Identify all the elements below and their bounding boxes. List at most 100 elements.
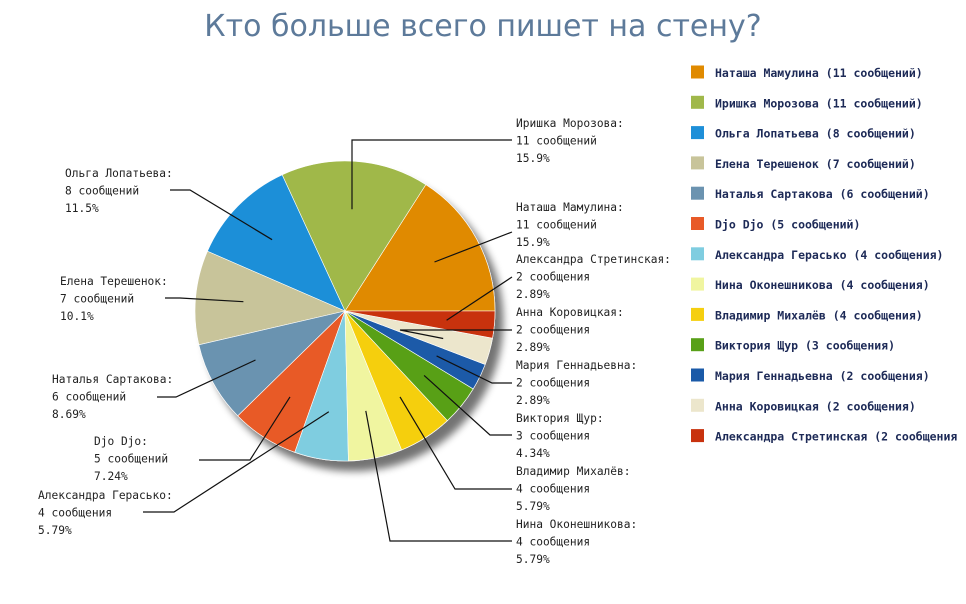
callout-labels: Наташа Мамулина: 11 сообщений 15.9%Иришка … — [38, 117, 671, 566]
slice-label: Александра Гераськo: 4 сообщения 5.79% — [38, 489, 173, 537]
slice-label-line: 6 сообщений — [52, 390, 126, 403]
slice-label-line: 2.89% — [516, 394, 550, 407]
slice-label-line: Нина Оконешникова: — [516, 518, 637, 531]
slice-label: Наташа Мамулина: 11 сообщений 15.9% — [516, 201, 624, 249]
slice-label-line: 4.34% — [516, 447, 550, 460]
legend-swatch — [691, 95, 704, 109]
slice-label-line: 3 сообщения — [516, 429, 590, 442]
slice-label-line: 15.9% — [516, 152, 550, 165]
slice-label-line: 2 сообщения — [516, 376, 590, 389]
slice-label-line: Наташа Мамулина: — [516, 201, 624, 214]
slice-label: Djo Djo: 5 сообщений 7.24% — [94, 435, 168, 483]
leader-line — [165, 297, 244, 303]
legend-entry: Наташа Мамулина (11 сообщений) — [715, 66, 923, 80]
leader-line — [143, 411, 330, 513]
slice-label-line: 11 сообщений — [516, 218, 597, 231]
legend-entry: Александра Стретинская (2 сообщения — [715, 430, 957, 444]
slice-label-line: 11 сообщений — [516, 134, 597, 147]
legend-swatch — [691, 338, 704, 352]
slice-label: Виктория Щур: 3 сообщения 4.34% — [516, 412, 604, 460]
slice-label-line: 4 сообщения — [516, 535, 590, 548]
legend-swatch — [691, 217, 704, 230]
legend-swatch — [691, 307, 704, 321]
slice-label-line: Владимир Михалёв: — [516, 465, 631, 478]
legend-entry: Нина Оконешникова (4 сообщения) — [715, 278, 930, 292]
slice-label-line: 10.1% — [60, 310, 94, 323]
legend-swatch — [691, 368, 704, 382]
slice-label-line: Александра Гераськo: — [38, 489, 173, 502]
legend-swatch — [691, 247, 704, 261]
legend-entry: Иришка Морозова (11 сообщений) — [715, 96, 923, 110]
slice-label: Александра Стретинская: 2 сообщения 2.89% — [516, 253, 671, 301]
leader-line — [399, 329, 512, 340]
slice-label-line: Наталья Сартакова: — [52, 373, 173, 386]
pie-slice — [281, 160, 427, 312]
slice-label: Иришка Морозова: 11 сообщений 15.9% — [516, 117, 624, 165]
slice-label: Владимир Михалёв: 4 сообщения 5.79% — [516, 465, 631, 513]
leader-line — [434, 231, 513, 263]
slice-label-line: 5.79% — [516, 553, 550, 566]
slice-label-line: 8 сообщений — [65, 184, 139, 197]
slice-label-line: 2 сообщения — [516, 323, 590, 336]
leader-line — [170, 189, 273, 241]
pie-slice — [207, 174, 346, 312]
legend-entry: Анна Коровицкая (2 сообщения) — [715, 399, 916, 413]
legend-entry: Djo Djo (5 сообщений) — [715, 218, 860, 232]
legend-entry: Наталья Сартакова (6 сообщений) — [715, 187, 930, 201]
slice-label: Нина Оконешникова: 4 сообщения 5.79% — [516, 518, 637, 566]
slice-label: Наталья Сартакова: 6 сообщений 8.69% — [52, 373, 173, 421]
slice-label-line: Анна Коровицкая: — [516, 306, 624, 319]
pie-slice — [198, 310, 346, 417]
slice-label: Мария Геннадьевна: 2 сообщения 2.89% — [516, 359, 637, 407]
slice-label-line: 7.24% — [94, 470, 128, 483]
legend-swatch — [691, 65, 704, 79]
slice-label-line: 7 сообщений — [60, 292, 134, 305]
slice-label-line: 4 сообщения — [516, 482, 590, 495]
pie-slice — [344, 310, 496, 339]
legend-entry: Александра Гераськo (4 сообщения) — [715, 248, 943, 262]
slice-label-line: 2.89% — [516, 288, 550, 301]
slice-label-line: 2.89% — [516, 341, 550, 354]
slice-label-line: 8.69% — [52, 408, 86, 421]
slice-label: Елена Терешенок: 7 сообщений 10.1% — [60, 275, 168, 323]
leader-line — [365, 410, 512, 542]
slice-label-line: Иришка Морозова: — [516, 117, 624, 130]
legend-swatch — [691, 429, 704, 443]
slice-label-line: 15.9% — [516, 236, 550, 249]
legend-entry: Виктория Щур (3 сообщения) — [715, 339, 895, 353]
leader-line — [351, 139, 512, 210]
leader-line — [446, 276, 513, 321]
leader-lines — [143, 139, 513, 542]
pie-slice — [194, 250, 346, 346]
slice-label-line: Елена Терешенок: — [60, 275, 168, 288]
slice-label: Анна Коровицкая: 2 сообщения 2.89% — [516, 306, 624, 354]
slice-label-line: 11.5% — [65, 202, 99, 215]
legend-swatch — [691, 398, 704, 412]
slice-label-line: Александра Стретинская: — [516, 253, 671, 266]
legend-swatch — [691, 156, 704, 170]
slice-label-line: 5.79% — [516, 500, 550, 513]
slice-label-line: 2 сообщения — [516, 270, 590, 283]
slice-label-line: 4 сообщения — [38, 506, 112, 519]
chart-title: Кто больше всего пишет на стену? — [204, 9, 761, 44]
leader-line — [199, 396, 291, 461]
legend-swatch — [691, 277, 704, 291]
slice-label-line: Виктория Щур: — [516, 412, 604, 425]
leader-line — [423, 374, 512, 436]
legend-swatch — [691, 126, 704, 140]
pie-slice — [344, 184, 496, 312]
slice-label-line: Djo Djo: — [94, 435, 148, 448]
pie-slices — [194, 160, 496, 462]
slice-label-line: 5 сообщений — [94, 452, 168, 465]
slice-label: Ольга Лопатьева: 8 сообщений 11.5% — [65, 167, 173, 215]
leader-line — [399, 396, 512, 490]
legend: Наташа Мамулина (11 сообщений) Иришка Мор… — [691, 65, 957, 444]
legend-entry: Мария Геннадьевна (2 сообщения) — [715, 369, 930, 383]
slice-label-line: Ольга Лопатьева: — [65, 167, 173, 180]
legend-entry: Владимир Михалёв (4 сообщения) — [715, 308, 923, 322]
slice-label-line: 5.79% — [38, 524, 72, 537]
legend-entry: Ольга Лопатьева (8 сообщений) — [715, 127, 916, 141]
leader-line — [436, 355, 512, 384]
slice-label-line: Мария Геннадьевна: — [516, 359, 637, 372]
